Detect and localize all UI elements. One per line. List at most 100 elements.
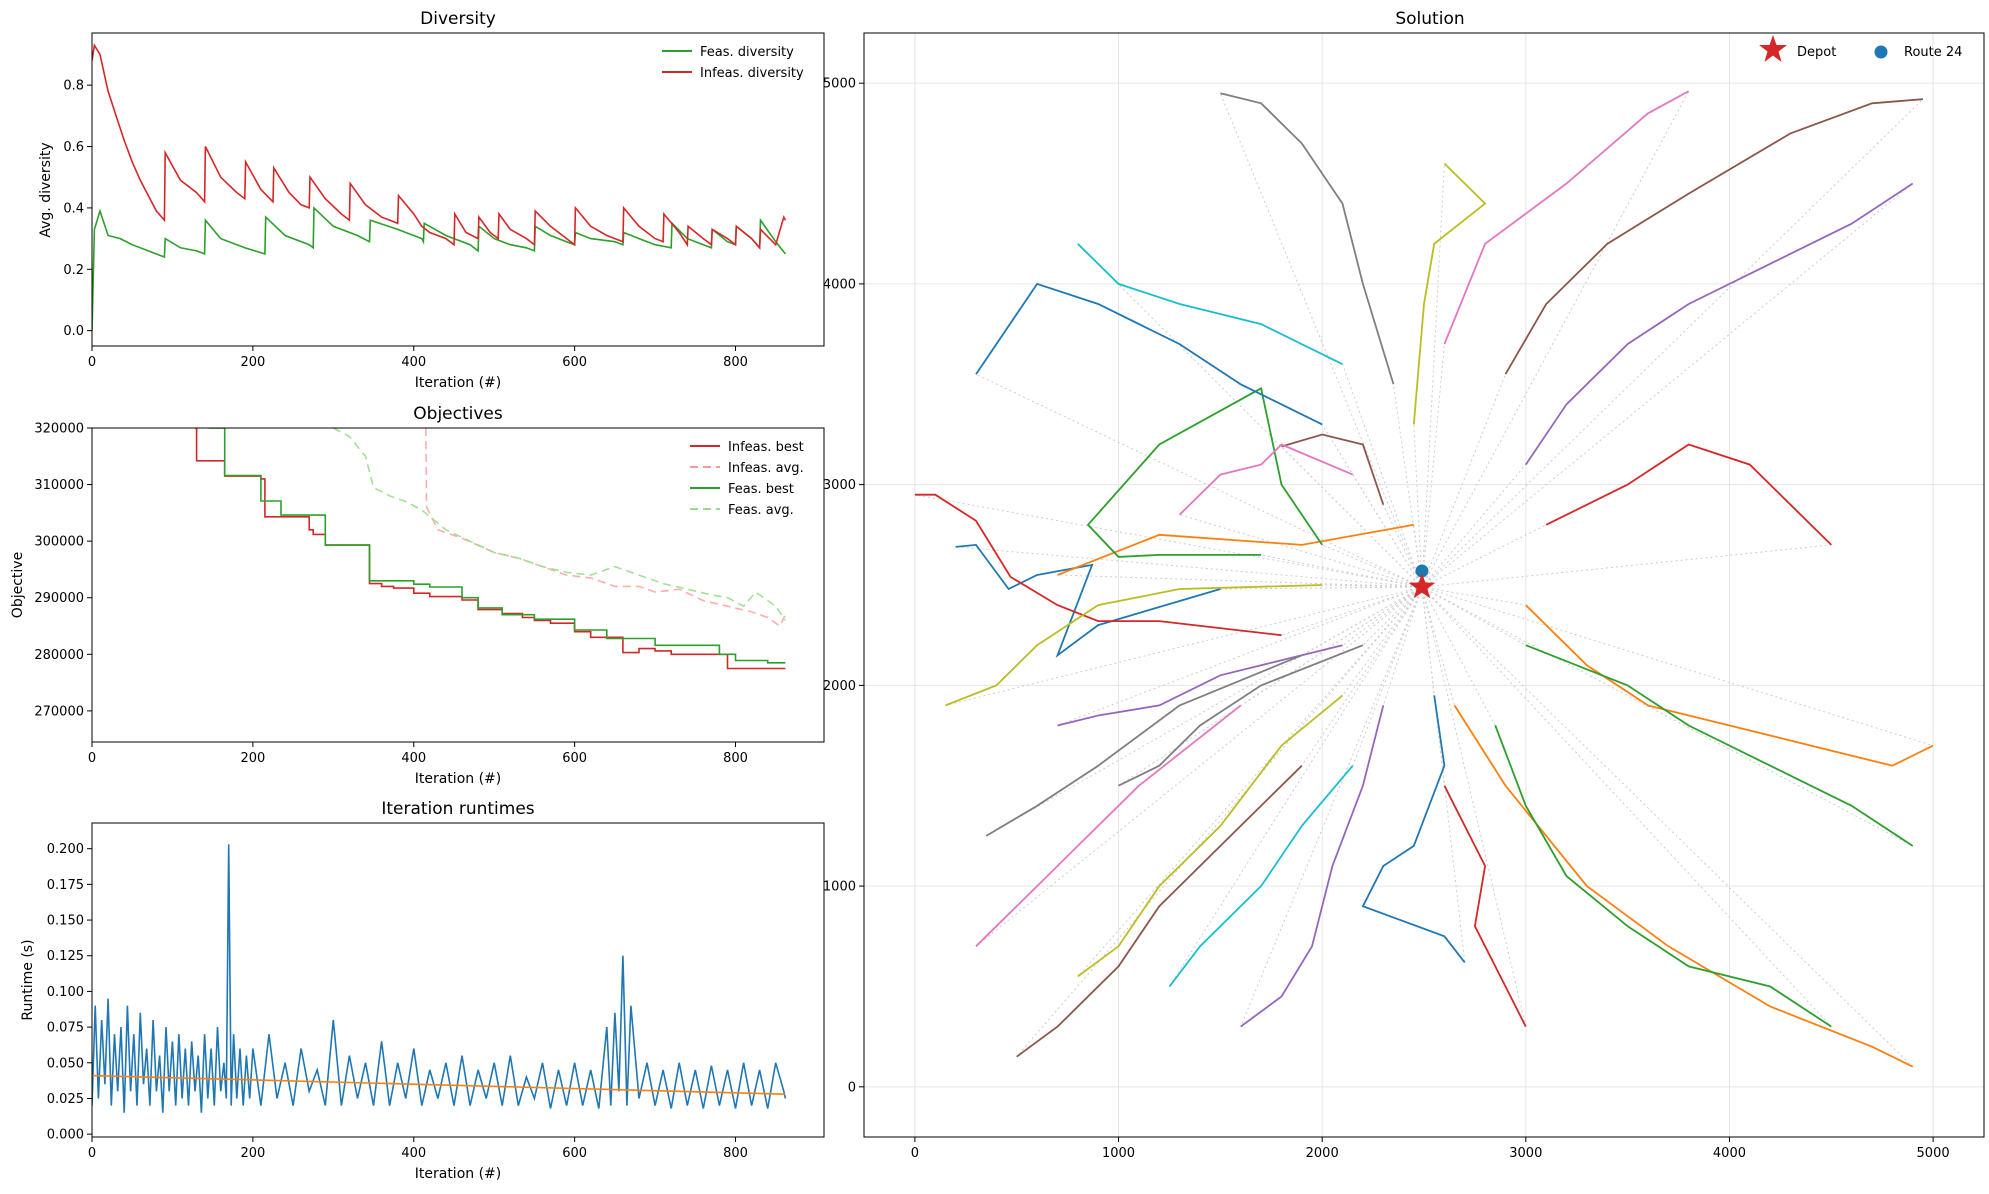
- solution-route-28: [985, 654, 1303, 837]
- solution-route-18: [1220, 92, 1395, 385]
- solution-depot-spoke: [1321, 544, 1423, 588]
- solution-route-20: [1077, 243, 1343, 366]
- objectives-panel: Objectives 0 200 400 600 800 270000 280000 2900…: [10, 404, 825, 787]
- solution-route-24: [1443, 785, 1527, 1028]
- diversity-xtick-label: 0: [88, 355, 96, 370]
- solution-depot-spoke: [1219, 93, 1423, 588]
- diversity-axes-frame: [91, 32, 825, 347]
- solution-ytick-label: 4000: [823, 277, 856, 292]
- solution-xtick-label: 3000: [1509, 1146, 1542, 1161]
- runtimes-ytick-label: 0.125: [47, 949, 84, 964]
- diversity-ylabel: Avg. diversity: [38, 142, 54, 237]
- solution-route-26: [1016, 765, 1303, 1058]
- solution-depot-spoke: [1301, 586, 1423, 766]
- solution-route-marker: [1415, 564, 1429, 578]
- solution-route-2: [1057, 523, 1414, 576]
- legend-label-feas-diversity: Feas. diversity: [700, 45, 794, 60]
- solution-depot-spoke: [1421, 544, 1832, 588]
- objectives-series-infeas-avg-: [425, 428, 787, 628]
- legend-label-infeas-avg: Infeas. avg.: [728, 461, 804, 476]
- solution-depot-spoke: [975, 373, 1423, 588]
- solution-route-4: [914, 493, 1282, 637]
- solution-depot-spoke: [1342, 364, 1423, 588]
- solution-depot-spoke: [1362, 586, 1423, 646]
- runtimes-ytick-label: 0.050: [47, 1056, 84, 1071]
- solution-route-6: [1281, 433, 1385, 505]
- solution-depot-spoke: [1179, 514, 1423, 588]
- solution-legend: Depot Route 24: [1759, 35, 1962, 62]
- solution-depot-spoke: [1169, 586, 1423, 987]
- solution-depot-spoke: [1421, 586, 1832, 1027]
- runtimes-axes-frame: [91, 822, 825, 1138]
- solution-panel: Solution 0 1000 2000 3000 4000 5000 0 1000 2000 3…: [823, 9, 1985, 1161]
- diversity-xtick-label: 600: [562, 355, 587, 370]
- runtimes-xtick-label: 200: [240, 1146, 265, 1161]
- runtimes-xtick-label: 600: [562, 1146, 587, 1161]
- solution-depot-spoke: [1421, 586, 1527, 646]
- diversity-plot-area: 0 200 400 600 800 0.0 0.2 0.4 0.6 0.8: [63, 43, 787, 370]
- runtimes-panel: Iteration runtimes 0 200 400 600 800 0.000 0.0…: [20, 799, 825, 1182]
- legend-label-depot: Depot: [1797, 45, 1836, 60]
- runtimes-ylabel: Runtime (s): [20, 939, 36, 1020]
- objectives-ytick-label: 320000: [34, 422, 84, 437]
- solution-depot-spoke: [1057, 586, 1423, 726]
- solution-depot-spoke: [945, 586, 1423, 706]
- runtimes-xtick-label: 0: [88, 1146, 96, 1161]
- solution-route-3: [1086, 386, 1323, 558]
- legend-label-feas-avg: Feas. avg.: [728, 503, 794, 518]
- solution-depot-spoke: [1421, 586, 1496, 726]
- objectives-ytick-label: 290000: [34, 591, 84, 606]
- objectives-axes-frame: [91, 427, 825, 743]
- solution-depot-spoke: [1382, 586, 1423, 706]
- solution-depot-spoke: [1321, 424, 1423, 588]
- solution-axes-frame: [863, 32, 1985, 1138]
- diversity-xtick-label: 200: [240, 355, 265, 370]
- solution-xtick-label: 2000: [1306, 1146, 1339, 1161]
- objectives-series-feas-avg-: [332, 428, 787, 621]
- solution-depot-spoke: [1421, 464, 1527, 588]
- solution-route-19: [1412, 162, 1487, 425]
- objectives-ytick-label: 280000: [34, 648, 84, 663]
- objectives-xtick-label: 600: [562, 751, 587, 766]
- solution-depot-spoke: [1421, 98, 1924, 588]
- runtimes-ytick-label: 0.200: [47, 842, 84, 857]
- objectives-series-infeas-best: [195, 428, 786, 670]
- objectives-series-feas-best: [208, 428, 786, 664]
- solution-depot-spoke: [914, 494, 1423, 588]
- solution-depot-spoke: [955, 546, 1423, 588]
- solution-route-25: [1240, 705, 1385, 1028]
- solution-depot-spoke: [1260, 554, 1423, 588]
- objectives-xtick-label: 400: [401, 751, 426, 766]
- solution-ytick-label: 5000: [823, 77, 856, 92]
- solution-xtick-label: 0: [911, 1146, 919, 1161]
- runtimes-plot-area: 0 200 400 600 800 0.000 0.025 0.050 0.075 0.100 0.…: [47, 842, 787, 1161]
- solution-route-21: [975, 282, 1323, 426]
- solution-ytick-label: 2000: [823, 679, 856, 694]
- diversity-xtick-label: 800: [723, 355, 748, 370]
- solution-title: Solution: [1395, 9, 1464, 29]
- solution-route-10: [1168, 765, 1354, 988]
- solution-depot-spoke: [1057, 574, 1422, 588]
- legend-label-route: Route 24: [1904, 45, 1962, 60]
- solution-depot-spoke: [1240, 586, 1423, 1027]
- diversity-title: Diversity: [420, 9, 496, 29]
- solution-depot-spoke: [1240, 586, 1423, 706]
- solution-route-13: [1525, 644, 1914, 847]
- diversity-ytick-label: 0.2: [63, 263, 84, 278]
- solution-plot-area: 0 1000 2000 3000 4000 5000 0 1000 2000 3000 4000 50…: [823, 33, 1984, 1161]
- objectives-ytick-label: 270000: [34, 704, 84, 719]
- diversity-ytick-label: 0.0: [63, 324, 84, 339]
- solution-depot-spoke: [1342, 586, 1423, 696]
- solution-depot-spoke: [975, 586, 1423, 947]
- diversity-xtick-label: 400: [401, 355, 426, 370]
- solution-depot-spoke: [1352, 586, 1423, 766]
- solution-ytick-label: 1000: [823, 880, 856, 895]
- diversity-ytick-label: 0.4: [63, 201, 84, 216]
- diversity-xlabel: Iteration (#): [415, 375, 502, 391]
- solution-depot-spoke: [1421, 183, 1914, 588]
- runtimes-title: Iteration runtimes: [381, 799, 534, 819]
- solution-depot-spoke: [1392, 384, 1423, 588]
- solution-depot-star: [1408, 573, 1436, 599]
